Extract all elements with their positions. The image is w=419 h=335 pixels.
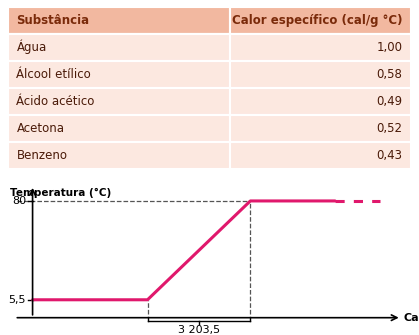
Text: 80: 80 [12, 196, 26, 206]
Text: Temperatura (°C): Temperatura (°C) [10, 188, 111, 198]
Text: 0,58: 0,58 [377, 68, 403, 81]
Text: 0,49: 0,49 [376, 95, 403, 108]
FancyBboxPatch shape [8, 61, 230, 88]
Text: 3 203,5: 3 203,5 [178, 325, 220, 335]
Text: Álcool etílico: Álcool etílico [16, 68, 91, 81]
FancyBboxPatch shape [230, 115, 411, 142]
Text: Substância: Substância [16, 14, 90, 27]
FancyBboxPatch shape [8, 88, 230, 115]
FancyBboxPatch shape [8, 7, 230, 34]
Text: Calorias: Calorias [403, 313, 419, 323]
FancyBboxPatch shape [230, 34, 411, 61]
FancyBboxPatch shape [230, 61, 411, 88]
FancyBboxPatch shape [230, 7, 411, 34]
FancyBboxPatch shape [8, 34, 230, 61]
Text: 1,00: 1,00 [377, 41, 403, 54]
Text: Calor específico (cal/g °C): Calor específico (cal/g °C) [232, 14, 403, 27]
Text: Acetona: Acetona [16, 122, 65, 135]
FancyBboxPatch shape [8, 142, 230, 169]
Text: 0,52: 0,52 [377, 122, 403, 135]
Text: Benzeno: Benzeno [16, 149, 67, 162]
Text: Ácido acético: Ácido acético [16, 95, 95, 108]
Text: Água: Água [16, 40, 47, 55]
FancyBboxPatch shape [230, 88, 411, 115]
FancyBboxPatch shape [230, 142, 411, 169]
Text: 5,5: 5,5 [8, 295, 26, 305]
Text: 0,43: 0,43 [377, 149, 403, 162]
FancyBboxPatch shape [8, 115, 230, 142]
